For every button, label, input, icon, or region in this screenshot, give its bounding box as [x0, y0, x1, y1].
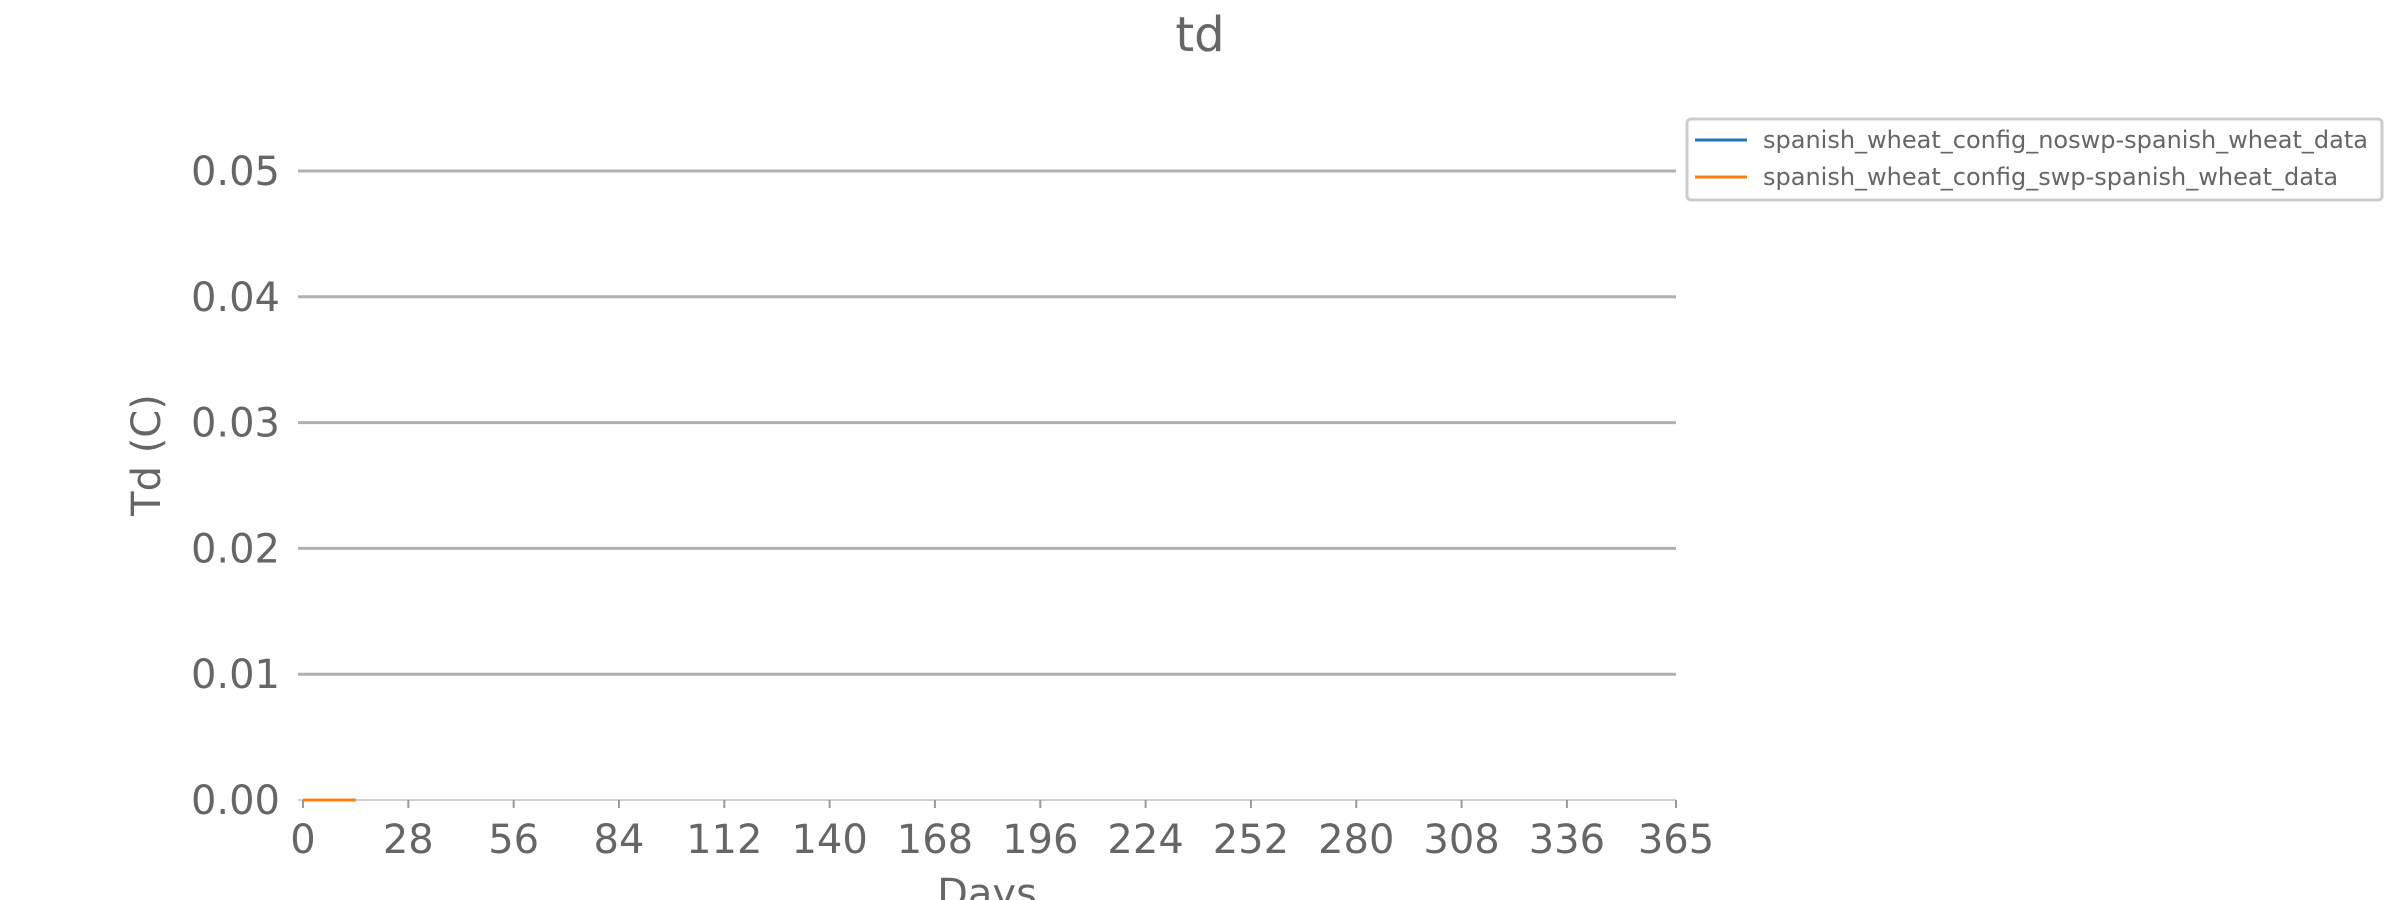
x-tick-label-10: 280 [1318, 817, 1394, 863]
chart-title: td [1175, 7, 1224, 63]
x-tick-label-8: 224 [1107, 817, 1183, 863]
y-tick-label-4: 0.04 [191, 275, 280, 321]
x-tick-label-0: 0 [290, 817, 315, 863]
y-tick-label-3: 0.03 [191, 401, 280, 447]
y-tick-label-5: 0.05 [191, 149, 280, 195]
x-tick-label-9: 252 [1213, 817, 1289, 863]
x-tick-label-3: 84 [594, 817, 645, 863]
x-tick-label-11: 308 [1423, 817, 1499, 863]
legend-box [1685, 117, 2384, 202]
y-tick-label-0: 0.00 [191, 778, 280, 824]
legend-label-1: spanish_wheat_config_swp-spanish_wheat_d… [1763, 163, 2338, 191]
y-tick-label-1: 0.01 [191, 652, 280, 698]
x-tick-label-1: 28 [383, 817, 434, 863]
x-tick-label-13: 365 [1638, 817, 1714, 863]
y-axis-ticks: 0.00 0.01 0.02 0.03 0.04 0.05 [191, 149, 280, 824]
legend-label-0: spanish_wheat_config_noswp-spanish_wheat… [1763, 126, 2368, 154]
legend: spanish_wheat_config_noswp-spanish_wheat… [1685, 117, 2384, 202]
y-axis-label: Td (C) [124, 394, 170, 517]
x-tick-label-7: 196 [1002, 817, 1078, 863]
x-tick-label-4: 112 [686, 817, 762, 863]
gridlines [298, 169, 1676, 676]
y-tick-label-2: 0.02 [191, 526, 280, 572]
x-axis-label: Days [937, 871, 1037, 900]
x-tick-label-2: 56 [488, 817, 539, 863]
x-tick-label-5: 140 [791, 817, 867, 863]
x-tick-label-12: 336 [1529, 817, 1605, 863]
x-axis-ticks: 0 28 56 84 112 140 168 196 224 252 280 308 336 365 [290, 800, 1714, 863]
x-tick-label-6: 168 [897, 817, 973, 863]
